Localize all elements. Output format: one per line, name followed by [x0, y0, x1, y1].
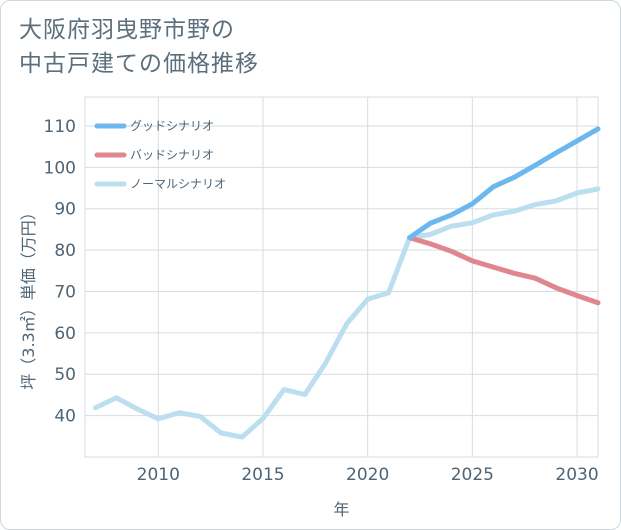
y-tick-label-70: 70 [54, 282, 76, 302]
y-tick-label-60: 60 [54, 324, 76, 344]
legend-label-normal: ノーマルシナリオ [130, 177, 226, 191]
y-tick-label-50: 50 [54, 365, 76, 385]
chart-title-line-2: 中古戸建ての価格推移 [19, 51, 259, 77]
y-axis-label: 坪（3.3㎡）単価（万円） [19, 204, 38, 389]
legend-label-good: グッドシナリオ [130, 119, 214, 133]
legend-label-bad: バッドシナリオ [130, 148, 214, 162]
axes: 2010 2015 2020 2025 2030 40 50 60 70 80 90 100 110 [44, 117, 599, 485]
chart-title: 大阪府羽曳野市野の 中古戸建ての価格推移 [19, 13, 259, 81]
y-tick-label-100: 100 [44, 158, 76, 178]
plot-border [84, 96, 599, 458]
series-line-normal [93, 186, 601, 440]
x-axis-label: 年 [333, 500, 349, 519]
y-tick-label-40: 40 [54, 407, 76, 427]
x-tick-label-2025: 2025 [451, 465, 494, 485]
series-lines [93, 126, 601, 440]
x-tick-label-2020: 2020 [346, 465, 389, 485]
y-tick-label-80: 80 [54, 241, 76, 261]
series-line-bad [407, 235, 601, 306]
x-tick-label-2030: 2030 [555, 465, 598, 485]
x-tick-label-2010: 2010 [137, 465, 180, 485]
series-line-good [407, 126, 601, 241]
grid-lines [84, 96, 599, 458]
y-tick-label-90: 90 [54, 200, 76, 220]
axis-labels: 年 坪（3.3㎡）単価（万円） [19, 204, 350, 519]
y-tick-label-110: 110 [44, 117, 76, 137]
x-tick-label-2015: 2015 [241, 465, 284, 485]
chart-title-line-1: 大阪府羽曳野市野の [19, 17, 235, 43]
